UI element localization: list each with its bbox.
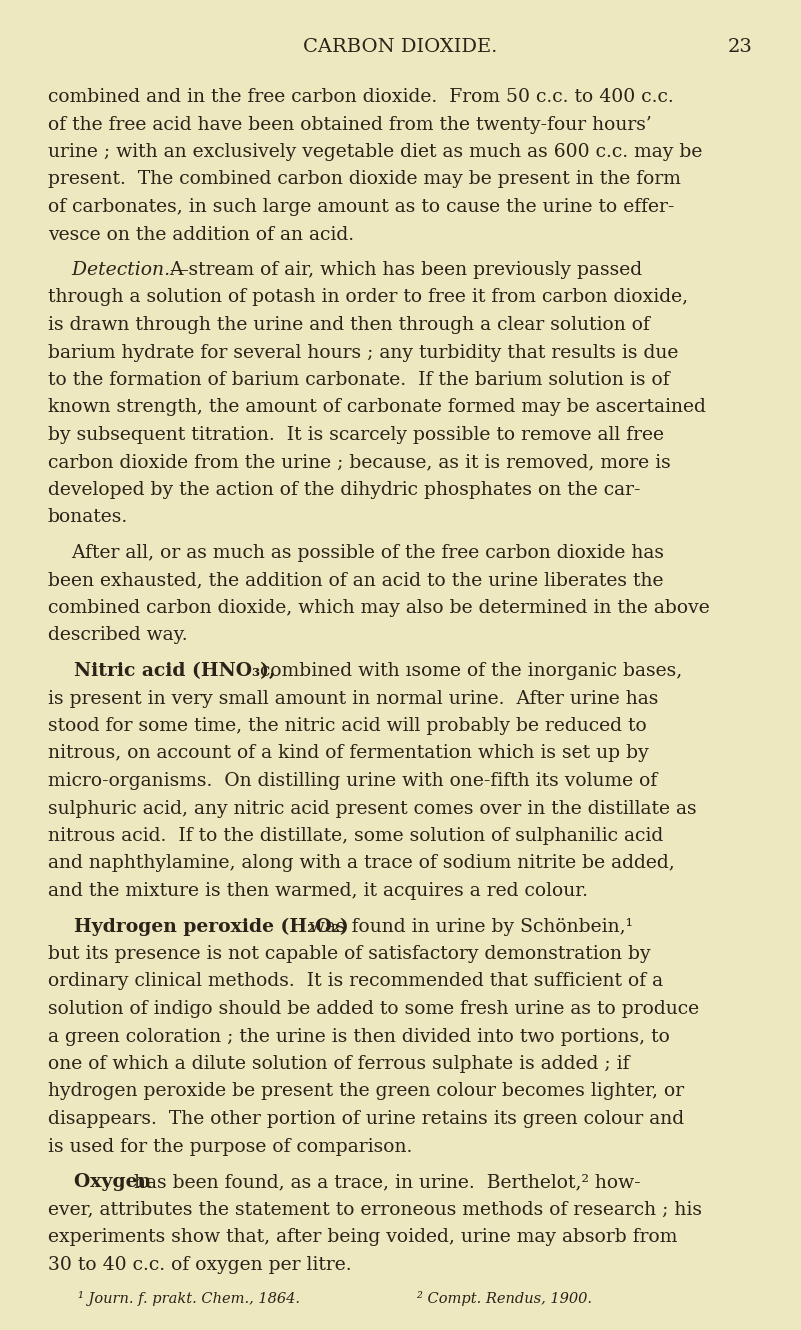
Text: developed by the action of the dihydric phosphates on the car-: developed by the action of the dihydric … bbox=[48, 481, 641, 499]
Text: 30 to 40 c.c. of oxygen per litre.: 30 to 40 c.c. of oxygen per litre. bbox=[48, 1256, 352, 1274]
Text: stood for some time, the nitric acid will probably be reduced to: stood for some time, the nitric acid wil… bbox=[48, 717, 646, 735]
Text: A stream of air, which has been previously passed: A stream of air, which has been previous… bbox=[170, 261, 642, 279]
Text: ordinary clinical methods.  It is recommended that sufficient of a: ordinary clinical methods. It is recomme… bbox=[48, 972, 663, 991]
Text: solution of indigo should be added to some fresh urine as to produce: solution of indigo should be added to so… bbox=[48, 1000, 699, 1017]
Text: and naphthylamine, along with a trace of sodium nitrite be added,: and naphthylamine, along with a trace of… bbox=[48, 854, 674, 872]
Text: 23: 23 bbox=[728, 39, 753, 56]
Text: through a solution of potash in order to free it from carbon dioxide,: through a solution of potash in order to… bbox=[48, 289, 688, 306]
Text: Detection.—: Detection.— bbox=[48, 261, 189, 279]
Text: Hydrogen peroxide (H₂O₂): Hydrogen peroxide (H₂O₂) bbox=[48, 918, 348, 936]
Text: Oxygen: Oxygen bbox=[48, 1173, 151, 1190]
Text: of carbonates, in such large amount as to cause the urine to effer-: of carbonates, in such large amount as t… bbox=[48, 198, 674, 215]
Text: hydrogen peroxide be present the green colour becomes lighter, or: hydrogen peroxide be present the green c… bbox=[48, 1083, 684, 1100]
Text: has been found, as a trace, in urine.  Berthelot,² how-: has been found, as a trace, in urine. Be… bbox=[128, 1173, 641, 1190]
Text: CARBON DIOXIDE.: CARBON DIOXIDE. bbox=[304, 39, 497, 56]
Text: nitrous, on account of a kind of fermentation which is set up by: nitrous, on account of a kind of ferment… bbox=[48, 745, 649, 762]
Text: bonates.: bonates. bbox=[48, 508, 128, 527]
Text: experiments show that, after being voided, urine may absorb from: experiments show that, after being voide… bbox=[48, 1228, 678, 1246]
Text: one of which a dilute solution of ferrous sulphate is added ; if: one of which a dilute solution of ferrou… bbox=[48, 1055, 630, 1073]
Text: is drawn through the urine and then through a clear solution of: is drawn through the urine and then thro… bbox=[48, 317, 650, 334]
Text: urine ; with an exclusively vegetable diet as much as 600 c.c. may be: urine ; with an exclusively vegetable di… bbox=[48, 144, 702, 161]
Text: is present in very small amount in normal urine.  After urine has: is present in very small amount in norma… bbox=[48, 689, 658, 708]
Text: ¹ Journ. f. prakt. Chem., 1864.: ¹ Journ. f. prakt. Chem., 1864. bbox=[78, 1291, 300, 1306]
Text: was found in urine by Schönbein,¹: was found in urine by Schönbein,¹ bbox=[303, 918, 633, 935]
Text: a green coloration ; the urine is then divided into two portions, to: a green coloration ; the urine is then d… bbox=[48, 1028, 670, 1045]
Text: and the mixture is then warmed, it acquires a red colour.: and the mixture is then warmed, it acqui… bbox=[48, 882, 588, 900]
Text: vesce on the addition of an acid.: vesce on the addition of an acid. bbox=[48, 226, 354, 243]
Text: but its presence is not capable of satisfactory demonstration by: but its presence is not capable of satis… bbox=[48, 946, 650, 963]
Text: ² Compt. Rendus, 1900.: ² Compt. Rendus, 1900. bbox=[417, 1291, 591, 1306]
Text: Nitric acid (HNO₃),: Nitric acid (HNO₃), bbox=[48, 662, 276, 680]
Text: combined carbon dioxide, which may also be determined in the above: combined carbon dioxide, which may also … bbox=[48, 598, 710, 617]
Text: After all, or as much as possible of the free carbon dioxide has: After all, or as much as possible of the… bbox=[48, 544, 664, 563]
Text: of the free acid have been obtained from the twenty-four hours’: of the free acid have been obtained from… bbox=[48, 116, 652, 133]
Text: ever, attributes the statement to erroneous methods of research ; his: ever, attributes the statement to errone… bbox=[48, 1201, 702, 1218]
Text: by subsequent titration.  It is scarcely possible to remove all free: by subsequent titration. It is scarcely … bbox=[48, 426, 664, 444]
Text: micro-organisms.  On distilling urine with one-fifth its volume of: micro-organisms. On distilling urine wit… bbox=[48, 771, 658, 790]
Text: present.  The combined carbon dioxide may be present in the form: present. The combined carbon dioxide may… bbox=[48, 170, 681, 189]
Text: been exhausted, the addition of an acid to the urine liberates the: been exhausted, the addition of an acid … bbox=[48, 572, 663, 589]
Text: barium hydrate for several hours ; any turbidity that results is due: barium hydrate for several hours ; any t… bbox=[48, 343, 678, 362]
Text: combined and in the free carbon dioxide.  From 50 c.c. to 400 c.c.: combined and in the free carbon dioxide.… bbox=[48, 88, 674, 106]
Text: combined with ısome of the inorganic bases,: combined with ısome of the inorganic bas… bbox=[254, 662, 682, 680]
Text: disappears.  The other portion of urine retains its green colour and: disappears. The other portion of urine r… bbox=[48, 1111, 684, 1128]
Text: carbon dioxide from the urine ; because, as it is removed, more is: carbon dioxide from the urine ; because,… bbox=[48, 454, 670, 472]
Text: known strength, the amount of carbonate formed may be ascertained: known strength, the amount of carbonate … bbox=[48, 399, 706, 416]
Text: to the formation of barium carbonate.  If the barium solution is of: to the formation of barium carbonate. If… bbox=[48, 371, 670, 388]
Text: is used for the purpose of comparison.: is used for the purpose of comparison. bbox=[48, 1137, 413, 1156]
Text: nitrous acid.  If to the distillate, some solution of sulphanilic acid: nitrous acid. If to the distillate, some… bbox=[48, 827, 663, 845]
Text: described way.: described way. bbox=[48, 626, 187, 645]
Text: sulphuric acid, any nitric acid present comes over in the distillate as: sulphuric acid, any nitric acid present … bbox=[48, 799, 697, 818]
